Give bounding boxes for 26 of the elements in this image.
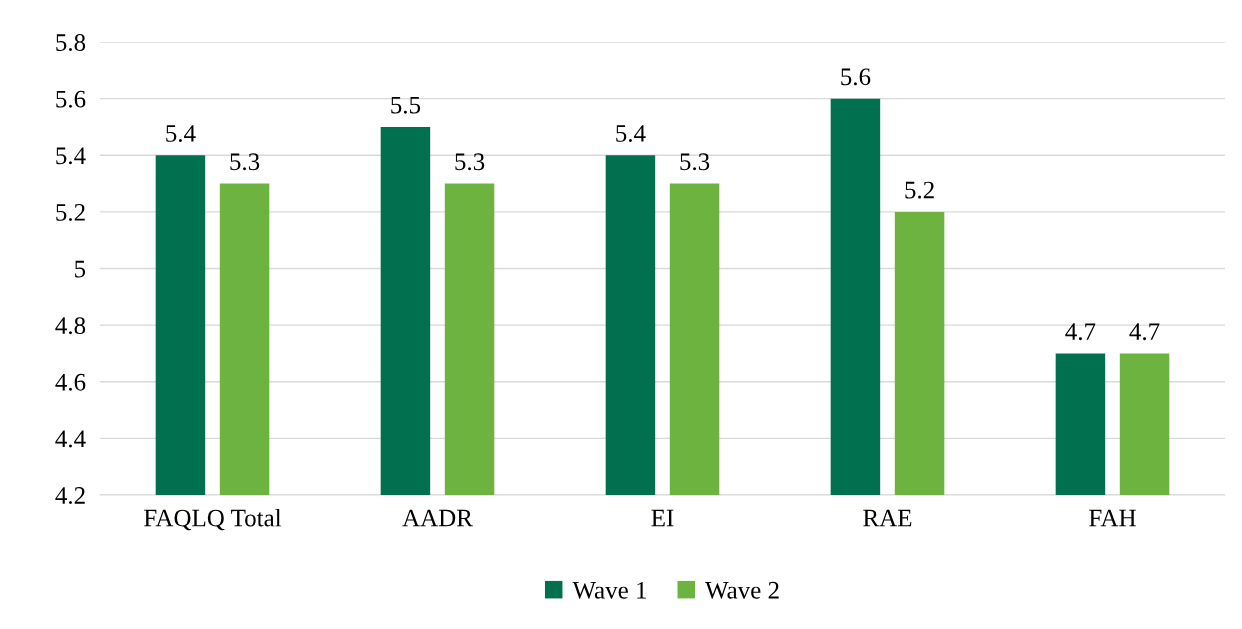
data-label: 5.4 <box>616 125 646 142</box>
x-tick-label: AADR <box>402 509 473 527</box>
y-tick-label: 4.4 <box>55 430 86 448</box>
y-tick-label: 4.2 <box>55 487 85 505</box>
x-tick-label: FAQLQ Total <box>144 508 282 531</box>
y-tick-label: 4.8 <box>55 317 86 335</box>
data-label: 5.3 <box>230 153 260 171</box>
y-tick-label: 5 <box>75 260 86 278</box>
y-tick-label: 5.8 <box>56 34 86 52</box>
y-tick-label: 5.6 <box>56 90 86 108</box>
data-label: 5.5 <box>391 96 421 114</box>
x-tick-label: EI <box>651 509 674 527</box>
data-label: 5.2 <box>905 181 934 199</box>
data-label: 5.3 <box>455 153 485 171</box>
data-label: 5.4 <box>166 125 196 142</box>
y-tick-label: 4.6 <box>55 373 86 391</box>
data-label: 5.3 <box>680 153 710 171</box>
x-tick-label: RAE <box>863 509 912 527</box>
x-tick-label: FAH <box>1089 509 1136 527</box>
legend-label: Wave 2 <box>705 581 779 599</box>
data-label: 4.7 <box>1065 323 1096 341</box>
data-label: 5.6 <box>841 68 871 86</box>
y-tick-label: 5.2 <box>56 203 85 221</box>
legend-label: Wave 1 <box>572 581 646 599</box>
data-label: 4.7 <box>1129 323 1160 341</box>
y-tick-label: 5.4 <box>56 147 86 165</box>
